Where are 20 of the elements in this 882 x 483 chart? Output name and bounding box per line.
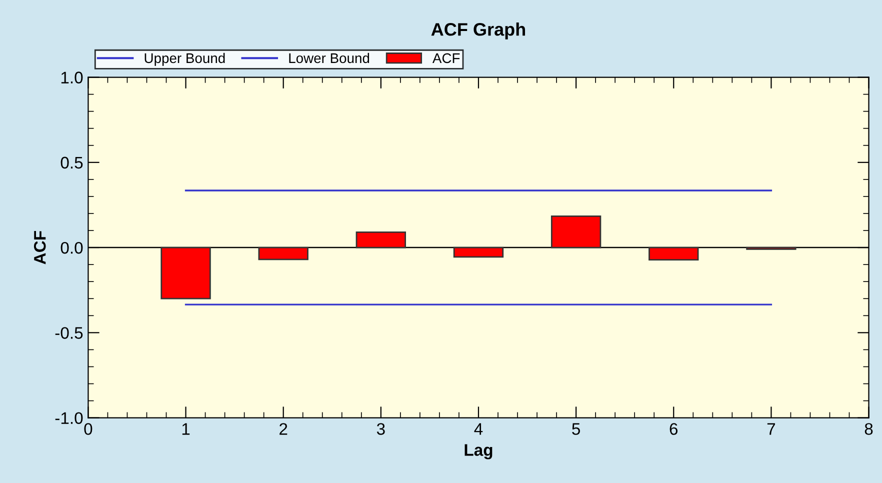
y-tick-label: 1.0	[61, 72, 83, 84]
x-tick-label: 1	[182, 423, 190, 435]
x-tick-label: 8	[864, 423, 873, 435]
x-tick-label: 6	[670, 423, 678, 435]
legend-label: Lower Bound	[289, 52, 370, 64]
x-tick-label: 5	[572, 423, 580, 435]
y-tick-label: -0.5	[55, 327, 83, 339]
x-tick-label: 4	[474, 423, 483, 435]
x-tick-label: 7	[767, 423, 775, 435]
x-tick-label: 0	[84, 423, 92, 435]
y-axis-title: ACF	[34, 231, 46, 264]
y-tick-label: 0.0	[60, 242, 83, 254]
legend-label: ACF	[432, 53, 460, 64]
x-axis-title: Lag	[464, 444, 492, 460]
y-tick-label: 0.5	[60, 156, 83, 169]
y-tick-label: -1.0	[55, 412, 83, 424]
chart-title: ACF Graph	[431, 22, 526, 40]
legend-label: Upper Bound	[144, 52, 225, 66]
x-tick-label: 3	[376, 423, 385, 435]
x-tick-label: 2	[280, 423, 288, 435]
